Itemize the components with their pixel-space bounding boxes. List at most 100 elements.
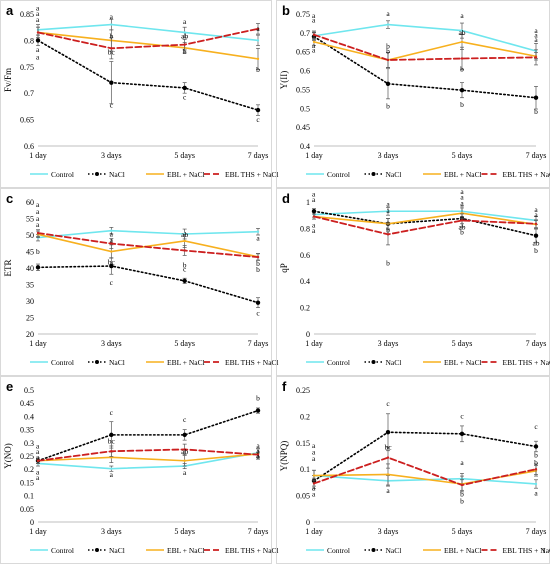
data-point	[386, 58, 390, 62]
x-tick-label: 7 days	[526, 339, 547, 348]
y-tick-label: 0.05	[20, 505, 34, 514]
significance-letter: b	[534, 458, 538, 467]
significance-letter: a	[460, 192, 464, 201]
y-tick-label: 0.45	[20, 399, 34, 408]
legend-label: Control	[51, 170, 74, 179]
significance-letter: ab	[458, 28, 465, 37]
significance-letter: a	[36, 9, 40, 18]
data-point	[534, 468, 538, 471]
data-point	[256, 453, 260, 456]
panel-letter: c	[6, 191, 13, 206]
significance-letter: c	[256, 309, 260, 318]
x-tick-label: 3 days	[378, 151, 399, 160]
y-tick-label: 0	[306, 330, 310, 339]
significance-letter: c	[386, 399, 390, 408]
significance-letter: a	[312, 15, 316, 24]
significance-letter: b	[460, 490, 464, 499]
significance-letter: c	[110, 408, 114, 417]
data-point	[312, 215, 316, 218]
legend: Control NaCl EBL + NaCl EBL THS + NaCl	[30, 170, 279, 179]
significance-letter: a	[110, 12, 114, 21]
significance-letter: a	[36, 220, 40, 229]
significance-letter: bc	[108, 258, 116, 267]
series-line	[37, 265, 259, 304]
x-tick-label: 1 day	[305, 339, 323, 348]
series-ebl_ths	[312, 30, 538, 71]
y-axis-label: qP	[279, 263, 289, 273]
y-tick-label: 0.2	[300, 412, 310, 421]
data-point	[312, 474, 316, 477]
y-tick-label: 0.2	[24, 465, 34, 474]
significance-letter: a	[256, 452, 260, 461]
y-tick-label: 0.6	[300, 251, 310, 260]
series-control	[312, 20, 538, 59]
significance-letter: c	[534, 422, 538, 431]
significance-letter: a	[312, 226, 316, 235]
y-tick-label: 0.5	[24, 386, 34, 395]
x-tick-label: 1 day	[29, 151, 47, 160]
data-point	[109, 80, 114, 85]
panel-letter: d	[282, 191, 290, 206]
significance-letter: a	[386, 486, 390, 495]
significance-letter: c	[183, 93, 187, 102]
y-tick-label: 0.2	[300, 304, 310, 313]
y-tick-label: 0.8	[300, 224, 310, 233]
x-tick-label: 1 day	[29, 527, 47, 536]
y-axis-label: Y(II)	[279, 71, 289, 90]
series-line	[37, 232, 259, 259]
y-tick-label: 1	[306, 198, 310, 207]
x-tick-label: 3 days	[101, 527, 122, 536]
y-tick-label: 0.4	[24, 412, 34, 421]
legend: Control NaCl EBL + NaCl EBL THS + NaCl	[30, 358, 279, 367]
series-nacl	[311, 413, 539, 487]
significance-letter: c	[460, 412, 464, 421]
significance-letter: a	[36, 45, 40, 54]
data-point	[183, 459, 186, 462]
panel-d: d 0 0.2 0.4 0.6 0.8 1 qP 1 day 3 days 5 days 7 days…	[276, 187, 550, 376]
significance-letter: a	[312, 41, 316, 50]
significance-letter: a	[36, 15, 40, 24]
panel-letter: f	[282, 379, 287, 394]
significance-letter: a	[110, 229, 114, 238]
panel-a: a 0.6 0.65 0.7 0.75 0.8 0.85 Fv/Fm 1 day 3 days 5 …	[0, 0, 279, 188]
series-line	[37, 27, 259, 50]
y-tick-label: 55	[26, 215, 34, 224]
data-point	[36, 231, 40, 235]
significance-letter: a	[110, 235, 114, 244]
significance-letter: c	[183, 264, 187, 273]
panel-f: f 0 0.05 0.1 0.15 0.2 0.25 Y(NPQ) 1 day 3 days 5 d…	[276, 376, 550, 564]
legend: Control NaCl EBL + NaCl EBL THS + NaCl	[306, 170, 550, 179]
significance-letter: b	[460, 497, 464, 506]
significance-letter: a	[460, 458, 464, 467]
y-tick-label: 0.4	[300, 142, 310, 151]
significance-letter: bc	[108, 437, 116, 446]
data-point	[183, 448, 186, 451]
x-tick-label: 7 days	[526, 527, 547, 536]
significance-letter: a	[534, 489, 538, 498]
significance-letter: a	[36, 207, 40, 216]
significance-letter: a	[312, 221, 316, 230]
data-point	[110, 23, 113, 26]
significance-letter: ab	[181, 230, 188, 239]
panel-e: e 0 0.05 0.1 0.15 0.2 0.25 0.3 0.35 0.4 0.45 0.5 Y(N…	[0, 376, 279, 564]
series-nacl	[35, 407, 261, 464]
x-tick-label: 1 day	[305, 527, 323, 536]
series-line	[37, 39, 259, 111]
y-tick-label: 0.85	[20, 10, 34, 19]
data-point	[109, 432, 114, 438]
y-tick-label: 0.15	[296, 439, 310, 448]
series-line	[37, 452, 259, 470]
x-tick-label: 7 days	[248, 339, 269, 348]
y-axis-label: ETR	[3, 260, 13, 277]
significance-letter: a	[183, 468, 187, 477]
data-point	[109, 263, 114, 269]
data-point	[36, 459, 40, 462]
series-line	[37, 453, 259, 462]
series-nacl	[35, 34, 261, 116]
data-point	[534, 222, 538, 225]
legend-label: NaCl	[386, 546, 402, 555]
legend-marker	[371, 172, 376, 176]
series-ebl	[312, 34, 538, 68]
series-line	[37, 409, 259, 462]
